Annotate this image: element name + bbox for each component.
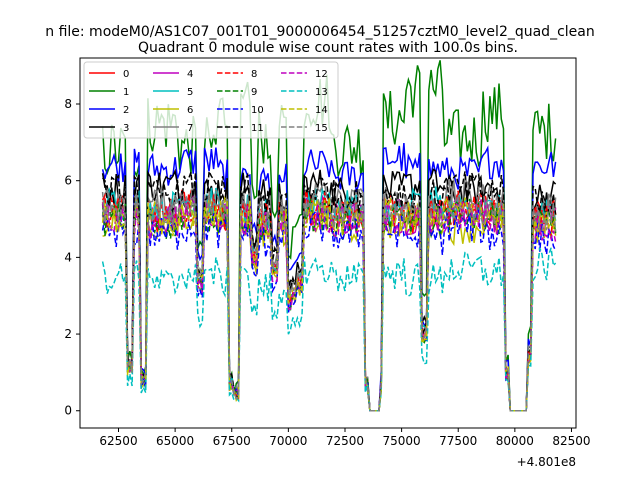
y-tick-label: 6 (64, 174, 72, 188)
legend-label-1: 1 (123, 87, 129, 98)
legend-label-12: 12 (315, 69, 328, 80)
series-line-7 (101, 176, 557, 412)
y-tick-label: 8 (64, 97, 72, 111)
legend-label-15: 15 (315, 123, 328, 134)
legend-label-3: 3 (123, 123, 129, 134)
series-line-9 (101, 198, 557, 412)
legend-label-4: 4 (187, 69, 193, 80)
x-axis: 62500 65000 67500 70000 72500 75000 77500 80000… (99, 428, 591, 448)
legend-label-9: 9 (251, 87, 257, 98)
plot-lines (101, 60, 557, 412)
legend-label-5: 5 (187, 87, 193, 98)
x-tick-label: 72500 (326, 434, 364, 448)
legend-label-10: 10 (251, 105, 264, 116)
x-tick-label: 75000 (383, 434, 421, 448)
x-tick-label: 70000 (269, 434, 307, 448)
figure-suptitle: n file: modeM0/AS1C07_001T01_9000006454_… (45, 24, 594, 40)
legend-label-6: 6 (187, 105, 193, 116)
chart-title: Quadrant 0 module wise count rates with … (138, 40, 518, 56)
series-line-15 (101, 186, 557, 412)
x-tick-label: 82500 (552, 434, 590, 448)
series-line-11 (102, 168, 557, 412)
y-axis: 0 2 4 6 8 (64, 97, 80, 418)
x-tick-label: 65000 (156, 434, 194, 448)
legend-label-2: 2 (123, 105, 129, 116)
legend-label-7: 7 (187, 123, 193, 134)
x-tick-label: 62500 (99, 434, 137, 448)
y-tick-label: 4 (64, 250, 72, 264)
legend-label-8: 8 (251, 69, 257, 80)
x-axis-offset-label: +4.801e8 (517, 455, 576, 469)
legend-label-0: 0 (123, 69, 129, 80)
legend-label-14: 14 (315, 105, 328, 116)
x-tick-label: 77500 (439, 434, 477, 448)
series-line-2 (101, 143, 557, 412)
legend-label-13: 13 (315, 87, 328, 98)
x-tick-label: 80000 (496, 434, 534, 448)
legend-frame (83, 61, 339, 139)
y-tick-label: 2 (64, 327, 72, 341)
axes-frame (79, 57, 577, 429)
y-tick-label: 0 (64, 404, 72, 418)
x-tick-label: 67500 (213, 434, 251, 448)
series-line-10 (101, 209, 557, 412)
legend-label-11: 11 (251, 123, 264, 134)
series-line-13 (101, 247, 557, 412)
